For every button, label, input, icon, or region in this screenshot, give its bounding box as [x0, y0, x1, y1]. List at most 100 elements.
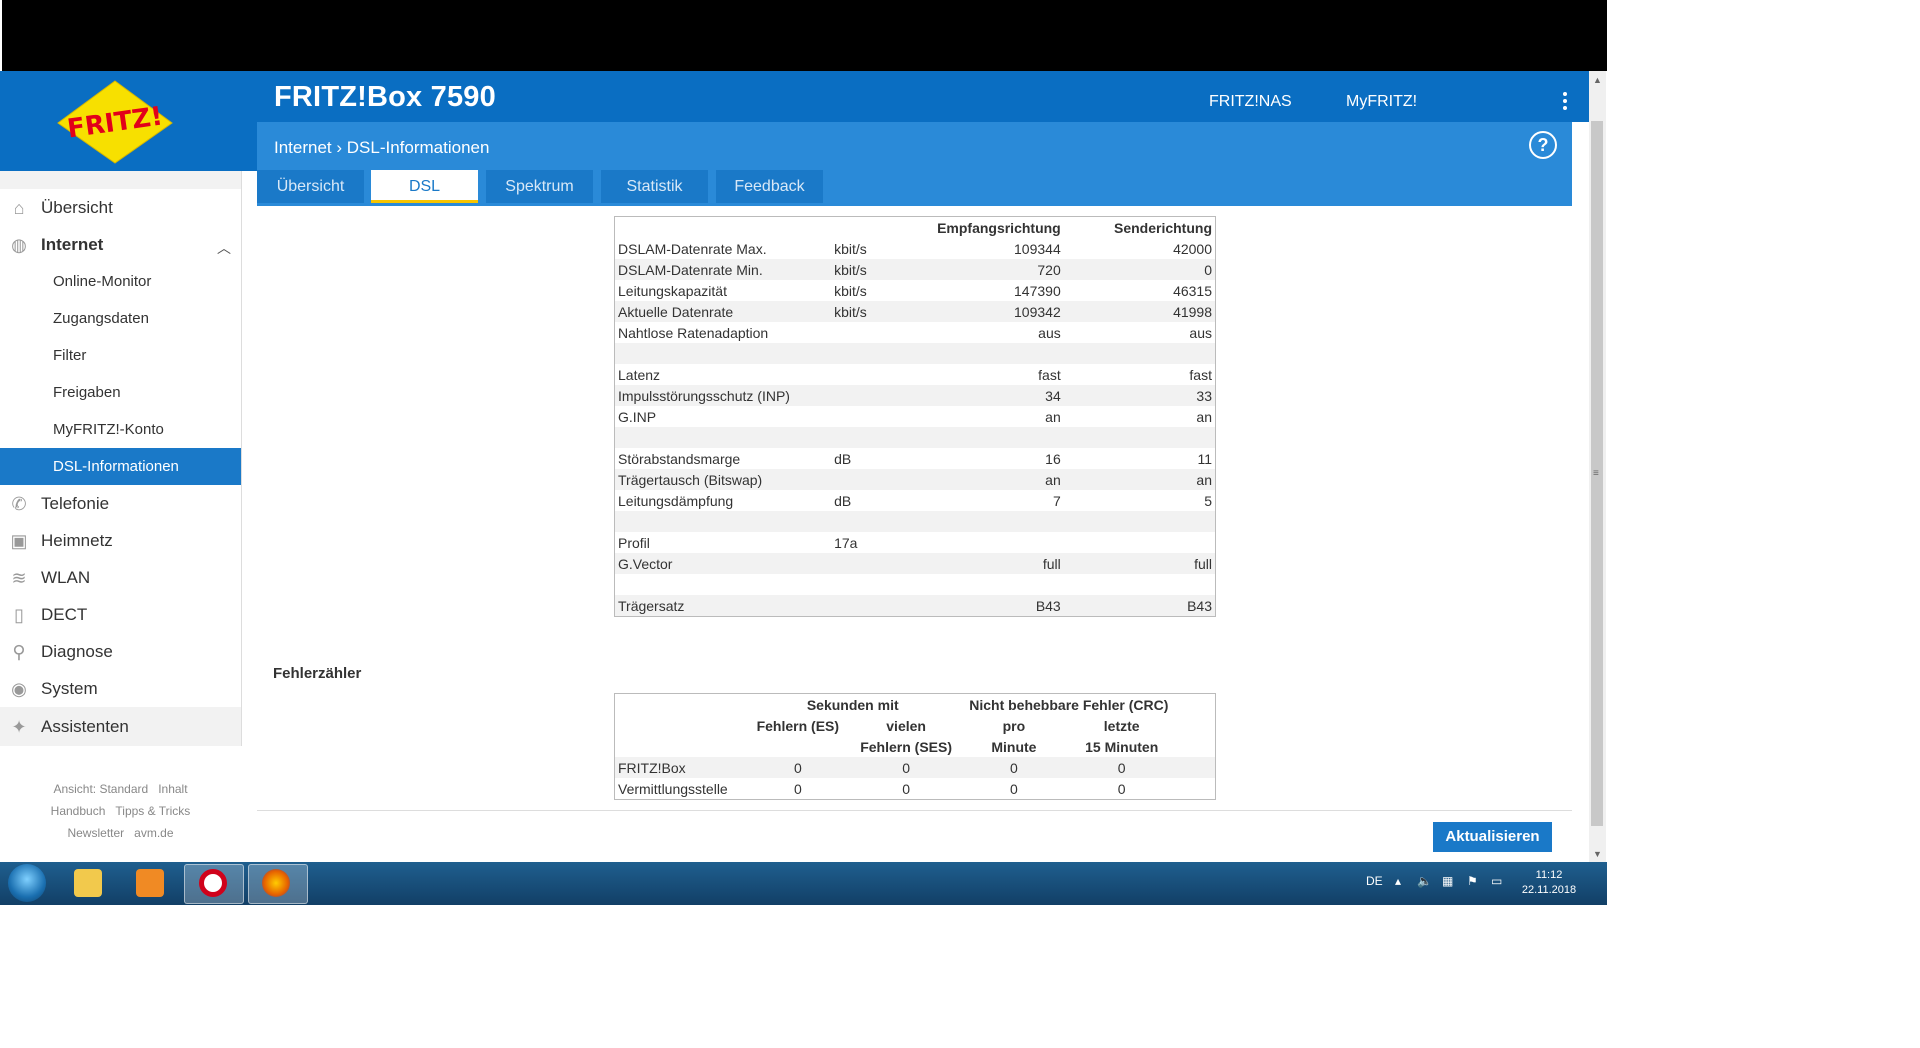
breadcrumb: Internet › DSL-Informationen: [274, 138, 490, 157]
tab-dsl[interactable]: DSL: [371, 170, 478, 203]
cell-unit: [831, 406, 920, 427]
sidebar-item-uebersicht[interactable]: ⌂ Übersicht: [0, 189, 241, 226]
col-ses-1: vielen: [886, 717, 926, 734]
cell-up: 5: [1204, 492, 1212, 509]
language-indicator[interactable]: DE: [1366, 874, 1383, 888]
footer-link-avm[interactable]: avm.de: [134, 826, 174, 840]
cell-up: B43: [1063, 595, 1216, 617]
display-icon[interactable]: ▭: [1491, 874, 1503, 888]
sidebar: ⌂ Übersicht ◍ Internet ︿ Online-Monitor …: [0, 171, 242, 746]
table-row: Trägersatz B43 B43: [614, 595, 1216, 617]
table-row: Latenz fast fast: [615, 364, 1216, 385]
network-tray-icon[interactable]: ▦: [1442, 874, 1454, 888]
table-row: Nahtlose Ratenadaption aus aus: [615, 322, 1216, 343]
tab-uebersicht[interactable]: Übersicht: [257, 170, 364, 203]
tab-feedback[interactable]: Feedback: [716, 170, 823, 203]
cell-label: [614, 343, 832, 364]
col-letzte: letzte: [1103, 717, 1140, 734]
sidebar-item-system[interactable]: ◉ System: [0, 670, 241, 707]
cell-down: 34: [919, 385, 1064, 406]
table-row: G.INP an an: [615, 406, 1216, 427]
sidebar-item-diagnose[interactable]: ⚲ Diagnose: [0, 633, 241, 670]
sidebar-subitem-freigaben[interactable]: Freigaben: [0, 374, 241, 411]
cell-unit: [831, 385, 920, 406]
help-icon[interactable]: ?: [1529, 131, 1557, 159]
table-row: Profil 17a: [615, 532, 1216, 553]
sidebar-item-wlan[interactable]: ≋ WLAN: [0, 559, 241, 596]
clock[interactable]: 11:12 22.11.2018: [1516, 868, 1582, 898]
cell-label: Trägertausch (Bitswap): [614, 469, 832, 490]
more-menu-icon[interactable]: [1563, 92, 1569, 113]
sidebar-footer: Ansicht: Standard Inhalt Handbuch Tipps …: [0, 778, 241, 844]
sidebar-item-heimnetz[interactable]: ▣ Heimnetz: [0, 522, 241, 559]
table-row: G.Vector full full: [614, 553, 1216, 574]
cell-label: Nahtlose Ratenadaption: [618, 324, 769, 341]
tray-expand-icon[interactable]: ▴: [1395, 874, 1402, 888]
footer-link-inhalt[interactable]: Inhalt: [158, 782, 188, 796]
globe-icon: ◍: [11, 235, 27, 255]
scrollbar-thumb[interactable]: [1591, 121, 1603, 826]
sidebar-item-dect[interactable]: ▯ DECT: [0, 596, 241, 633]
dect-phone-icon: ▯: [14, 605, 24, 625]
cell-label: G.INP: [618, 408, 657, 425]
cell-unit: [831, 574, 920, 595]
cell-down: 7: [1052, 492, 1061, 509]
cell-down: full: [919, 553, 1064, 574]
sidebar-item-assistenten[interactable]: ✦ Assistenten: [0, 708, 241, 745]
dsl-info-table: Empfangsrichtung Senderichtung DSLAM-Dat…: [614, 216, 1216, 617]
cell-unit: kbit/s: [831, 259, 920, 280]
footer-link-newsletter[interactable]: Newsletter: [67, 826, 125, 840]
media-player-icon: [136, 869, 164, 897]
scroll-grip-icon: ≡: [1593, 468, 1599, 479]
cell-unit: kbit/s: [834, 240, 867, 257]
page-title: FRITZ!Box 7590: [274, 81, 496, 113]
cell-down: 147390: [1014, 282, 1061, 299]
sidebar-subitem-myfritz-konto[interactable]: MyFRITZ!-Konto: [0, 411, 241, 448]
scrollbar[interactable]: ▲ ≡ ▼: [1589, 71, 1606, 862]
footer-link-handbuch[interactable]: Handbuch: [50, 804, 106, 818]
footer-link-ansicht[interactable]: Ansicht: Standard: [53, 782, 149, 796]
cell-up: aus: [1189, 324, 1212, 341]
cell-unit: [831, 469, 920, 490]
header-senderichtung: Senderichtung: [1063, 216, 1216, 238]
home-icon: ⌂: [13, 198, 25, 218]
table-row: [614, 343, 1216, 364]
fritznas-link[interactable]: FRITZ!NAS: [1209, 93, 1292, 110]
cell-up: 11: [1197, 450, 1212, 467]
cell-up: full: [1063, 553, 1216, 574]
clock-time: 11:12: [1535, 869, 1563, 881]
tab-statistik[interactable]: Statistik: [601, 170, 708, 203]
fritz-logo[interactable]: FRITZ!: [54, 79, 176, 165]
cell-up: fast: [1189, 366, 1212, 383]
col-ses-2: Fehlern (SES): [860, 738, 953, 755]
table-row: [614, 511, 1216, 532]
sidebar-subitem-dsl-informationen[interactable]: DSL-Informationen: [0, 448, 241, 485]
refresh-button[interactable]: Aktualisieren: [1433, 822, 1552, 852]
cell-up: 0: [1063, 259, 1216, 280]
volume-icon[interactable]: 🔈: [1417, 874, 1432, 888]
sidebar-item-internet[interactable]: ◍ Internet ︿: [0, 226, 241, 263]
sidebar-subitem-filter[interactable]: Filter: [0, 337, 241, 374]
cell-down: [919, 427, 1064, 448]
cell-unit: dB: [834, 450, 852, 467]
flag-icon[interactable]: ⚑: [1467, 874, 1478, 888]
myfritz-link[interactable]: MyFRITZ!: [1346, 93, 1418, 110]
table-row: Aktuelle Datenrate kbit/s 109342 41998: [614, 301, 1216, 322]
scroll-down-icon[interactable]: ▼: [1593, 849, 1602, 859]
cell-unit: kbit/s: [834, 282, 867, 299]
chevron-up-icon[interactable]: ︿: [217, 240, 231, 256]
sidebar-item-telefonie[interactable]: ✆ Telefonie: [0, 485, 241, 522]
cell-label: Aktuelle Datenrate: [614, 301, 832, 322]
scroll-up-icon[interactable]: ▲: [1593, 75, 1602, 85]
cell-label: Impulsstörungsschutz (INP): [614, 385, 832, 406]
cell-label: Trägersatz: [614, 595, 832, 617]
cell-down: fast: [1038, 366, 1061, 383]
cell-unit: [831, 427, 920, 448]
footer-link-tipps[interactable]: Tipps & Tricks: [115, 804, 191, 818]
windows-start-icon[interactable]: [8, 864, 46, 902]
sidebar-subitem-online-monitor[interactable]: Online-Monitor: [0, 263, 241, 300]
cell-unit: [831, 595, 920, 617]
table-row: Vermittlungsstelle 0 0 0 0: [618, 780, 1126, 797]
sidebar-subitem-zugangsdaten[interactable]: Zugangsdaten: [0, 300, 241, 337]
tab-spektrum[interactable]: Spektrum: [486, 170, 593, 203]
